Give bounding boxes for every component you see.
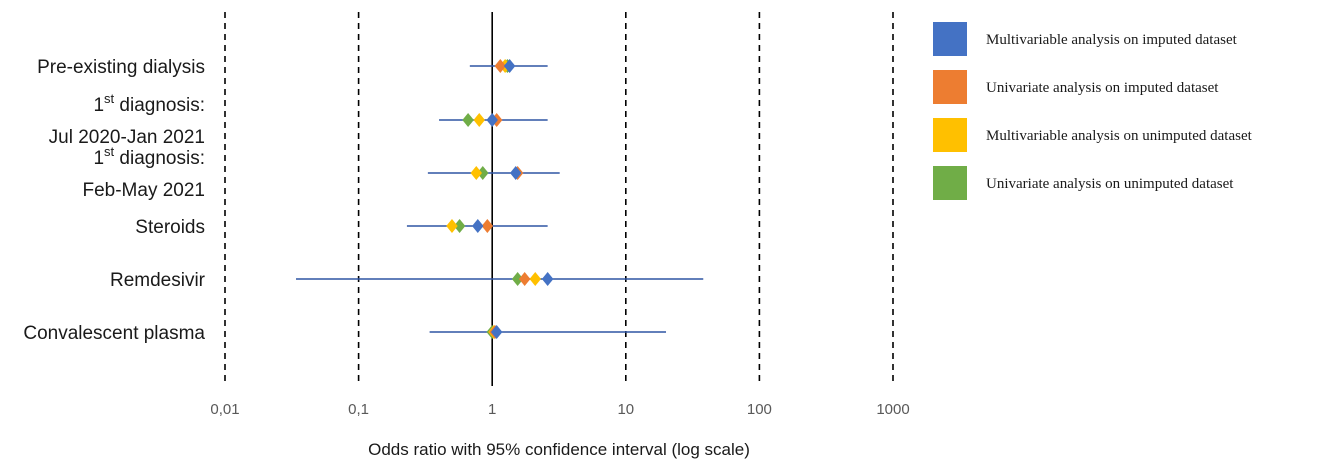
x-tick-label: 100 xyxy=(747,401,772,418)
legend-label: Univariate analysis on imputed dataset xyxy=(986,80,1219,96)
category-label: Remdesivir xyxy=(110,270,206,291)
point-marker xyxy=(529,272,541,286)
legend-swatch xyxy=(933,22,967,56)
legend-label: Multivariable analysis on unimputed data… xyxy=(986,128,1253,144)
category-label: Pre-existing dialysis xyxy=(37,57,205,78)
category-label-text: Remdesivir xyxy=(110,270,206,291)
x-tick-label: 1000 xyxy=(876,401,909,418)
category-label-text: 1 xyxy=(93,148,104,169)
point-marker xyxy=(477,166,489,180)
legend-swatch xyxy=(933,166,967,200)
category-label-rest: diagnosis: xyxy=(114,148,205,169)
point-marker xyxy=(481,219,494,233)
point-marker xyxy=(486,113,498,127)
point-marker xyxy=(470,166,483,180)
point-marker xyxy=(462,113,474,127)
category-label: Jul 2020-Jan 2021 xyxy=(49,127,205,148)
legend-swatch xyxy=(933,118,967,152)
x-tick-label: 10 xyxy=(617,401,634,418)
category-label-text: Pre-existing dialysis xyxy=(37,57,205,78)
x-tick-label: 0,01 xyxy=(210,401,239,418)
category-label: Convalescent plasma xyxy=(23,323,205,344)
point-marker xyxy=(472,219,484,233)
category-label: 1st diagnosis: xyxy=(93,144,205,169)
x-tick-labels: 0,01 0,1 1 10 100 1000 xyxy=(210,401,909,418)
x-axis-title: Odds ratio with 95% confidence interval … xyxy=(368,440,750,459)
category-label-sup: st xyxy=(104,91,115,106)
category-label-sup: st xyxy=(104,144,115,159)
category-label: Feb-May 2021 xyxy=(82,180,205,201)
point-marker xyxy=(446,219,458,233)
point-estimates xyxy=(446,59,554,339)
point-marker xyxy=(518,272,531,286)
category-label-text: Jul 2020-Jan 2021 xyxy=(49,127,205,148)
point-marker xyxy=(541,272,554,286)
x-tick-label: 1 xyxy=(488,401,496,418)
grid-lines xyxy=(224,12,894,386)
point-marker xyxy=(494,59,507,73)
category-label: Steroids xyxy=(135,217,205,238)
legend-swatch xyxy=(933,70,967,104)
point-marker xyxy=(473,113,485,127)
confidence-intervals xyxy=(296,65,704,333)
category-label: 1st diagnosis: xyxy=(93,91,205,116)
category-label-text: 1 xyxy=(93,95,104,116)
legend-label: Multivariable analysis on imputed datase… xyxy=(986,32,1238,48)
x-tick-label: 0,1 xyxy=(348,401,369,418)
category-label-text: Convalescent plasma xyxy=(23,323,205,344)
point-marker xyxy=(511,272,524,286)
point-marker xyxy=(503,59,516,73)
category-label-text: Feb-May 2021 xyxy=(82,180,205,201)
category-label-rest: diagnosis: xyxy=(114,95,205,116)
category-label-text: Steroids xyxy=(135,217,205,238)
point-marker xyxy=(490,325,503,339)
point-marker xyxy=(453,219,466,233)
legend: Multivariable analysis on imputed datase… xyxy=(933,22,1253,200)
point-marker xyxy=(509,166,522,180)
legend-label: Univariate analysis on unimputed dataset xyxy=(986,176,1234,192)
